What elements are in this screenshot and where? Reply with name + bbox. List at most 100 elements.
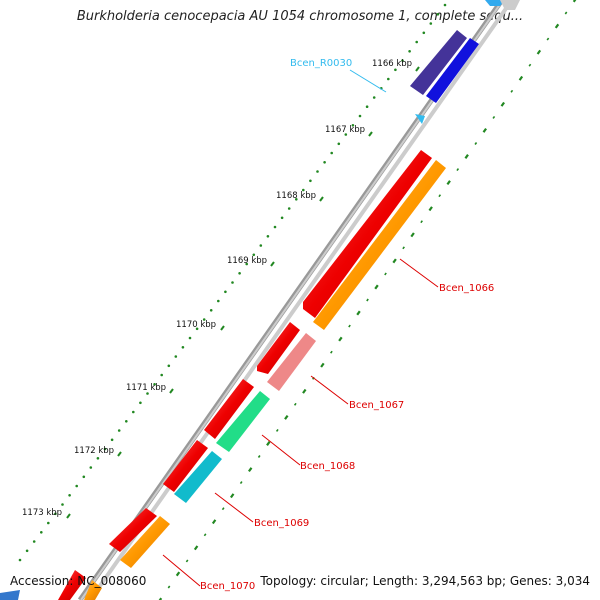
outer-dash <box>564 11 568 15</box>
scale-dot <box>174 355 178 358</box>
scale-dot <box>181 346 185 349</box>
scale-dot <box>47 521 50 525</box>
scale-dot <box>337 142 341 146</box>
outer-dash <box>248 467 253 473</box>
scale-dot <box>202 318 206 321</box>
gene-bcen-1069-cog[interactable] <box>174 451 222 503</box>
tick-label-1171: 1171 kbp <box>126 383 166 393</box>
scale-ring-dots <box>18 3 447 562</box>
tick-label-1172: 1172 kbp <box>74 446 114 456</box>
outer-dash <box>338 336 343 342</box>
gene-labels: Bcen_R0030 Bcen_1066 Bcen_1067 Bcen_1068… <box>200 58 494 592</box>
scale-dot <box>32 540 36 543</box>
tick-label-1168: 1168 kbp <box>276 191 316 201</box>
scale-dot <box>217 299 220 303</box>
scale-dot <box>316 170 319 173</box>
outer-dash <box>193 545 199 551</box>
gene-bcen-1066-cog[interactable] <box>313 160 446 330</box>
outer-dash <box>500 101 505 107</box>
scale-dot <box>89 466 93 469</box>
gene-bcen-1066-forward[interactable] <box>303 150 432 318</box>
outer-dash <box>185 559 189 563</box>
scale-dot <box>408 50 411 53</box>
scale-dot <box>18 558 22 562</box>
scale-dot <box>188 336 192 340</box>
scale-dot <box>280 216 284 220</box>
scale-dot <box>302 188 305 192</box>
gene-label-bcen-r0030: Bcen_R0030 <box>290 58 352 69</box>
outer-dash <box>536 49 542 55</box>
gene-rna-small[interactable] <box>415 114 425 124</box>
scale-dot <box>422 31 426 35</box>
scale-dot <box>132 410 135 414</box>
scale-dot <box>160 373 163 377</box>
scale-dot <box>401 59 404 62</box>
gene-bcen-1067-forward[interactable] <box>257 322 300 374</box>
scale-dot <box>153 383 156 386</box>
scale-dot <box>252 253 256 257</box>
gene-blue[interactable] <box>426 38 479 103</box>
scale-dot <box>436 13 440 16</box>
outer-dash <box>374 284 379 290</box>
outer-dash <box>482 127 487 133</box>
outer-dash <box>266 441 271 446</box>
outer-dash <box>528 63 532 67</box>
scale-dot <box>415 40 419 44</box>
outer-dash <box>410 232 415 238</box>
scale-dot <box>54 512 57 516</box>
scale-dot <box>68 494 71 497</box>
scale-dot <box>394 68 397 72</box>
outer-ring-dashes <box>158 0 577 600</box>
outer-dash <box>402 246 405 250</box>
scale-dot <box>351 124 355 127</box>
tick-label-1173: 1173 kbp <box>22 508 62 518</box>
outer-dash <box>320 362 325 368</box>
outer-dash <box>572 0 577 3</box>
outer-dash <box>464 154 469 159</box>
scale-dot <box>40 531 43 534</box>
scale-dot <box>443 3 447 7</box>
outer-dash <box>446 180 451 186</box>
scale-dot <box>96 457 100 460</box>
feature-bottom-truncated <box>0 570 102 600</box>
scale-dot <box>259 244 263 247</box>
outer-dash <box>221 507 225 511</box>
outer-dash <box>366 298 369 302</box>
gene-label-bcen-1066: Bcen_1066 <box>439 283 494 294</box>
outer-dash <box>456 168 460 172</box>
scale-dot <box>117 429 121 432</box>
gene-label-bcen-1068: Bcen_1068 <box>300 461 355 472</box>
tick-label-1166: 1166 kbp <box>372 59 412 69</box>
gene-bcen-1070-cog[interactable] <box>120 516 170 568</box>
scale-dot <box>287 207 291 210</box>
scale-dot <box>82 475 86 479</box>
outer-dash <box>384 272 387 276</box>
gene-bcen-1067-cog[interactable] <box>267 333 316 391</box>
scale-dot <box>330 151 334 155</box>
outer-dash <box>546 37 550 41</box>
callout-lines <box>162 69 439 587</box>
gene-bcen-1068-cog[interactable] <box>216 391 270 452</box>
outer-dash <box>330 350 333 354</box>
outer-dash <box>510 89 514 93</box>
scale-dot <box>231 281 234 284</box>
scale-dot <box>323 161 326 164</box>
gene-bcen-1068-forward[interactable] <box>204 379 254 439</box>
outer-dash <box>257 455 261 458</box>
outer-dash <box>420 220 423 224</box>
scale-dot <box>309 179 312 183</box>
gene-bcen-1069-forward[interactable] <box>163 440 208 492</box>
scale-dot <box>429 22 433 25</box>
outer-dash <box>428 206 433 212</box>
outer-dash <box>474 142 478 145</box>
gene-label-bcen-1070: Bcen_1070 <box>200 581 255 592</box>
gene-bcen-1070-forward[interactable] <box>109 508 157 552</box>
scale-dot <box>75 484 78 488</box>
scale-dot <box>224 290 227 294</box>
tick-label-1170: 1170 kbp <box>176 320 216 330</box>
gene-indigo[interactable] <box>410 30 467 95</box>
scale-dot <box>273 225 277 229</box>
scale-dot <box>195 327 199 331</box>
outer-dash <box>239 481 243 485</box>
